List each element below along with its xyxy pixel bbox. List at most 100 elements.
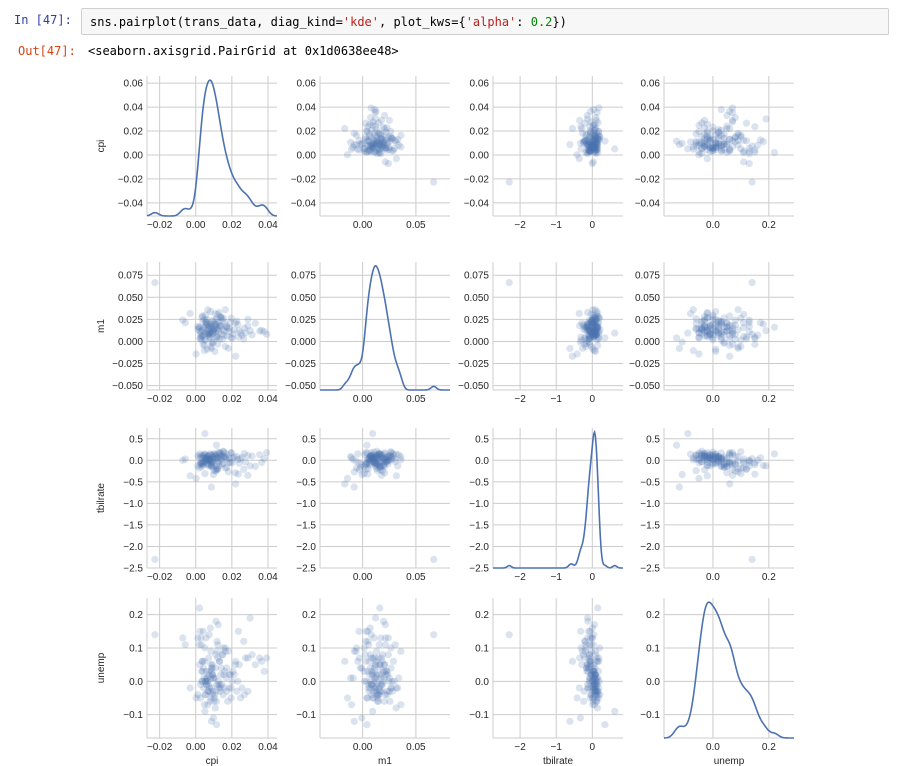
scatter-point [581,119,589,127]
scatter-point [573,350,581,358]
scatter-point [217,684,225,692]
scatter-point [211,328,220,336]
scatter-point [186,309,194,318]
scatter-point [362,127,371,135]
scatter-point [720,460,728,468]
scatter-point [368,454,376,462]
scatter-point [700,451,709,460]
scatter-point [392,155,400,163]
scatter-point [376,687,384,695]
scatter-point [367,448,375,457]
scatter-point [210,674,218,682]
scatter-point [380,139,388,147]
scatter-point [592,330,600,339]
scatter-point [578,319,586,327]
scatter-point [582,342,590,351]
scatter-point [706,454,714,462]
scatter-point [362,657,370,665]
scatter-point [370,458,379,467]
scatter-point [217,455,225,464]
scatter-point [360,145,368,153]
scatter-point [395,141,403,149]
scatter-point [219,651,227,659]
scatter-point [214,340,222,348]
scatter-point [203,681,211,689]
scatter-point [731,316,739,324]
scatter-point [742,119,751,127]
scatter-point [199,657,207,665]
scatter-point [388,687,397,695]
scatter-point [355,654,363,662]
scatter-point [202,455,210,464]
scatter-point [587,647,596,655]
scatter-point [591,134,600,143]
scatter-point [584,667,592,675]
scatter-point [595,644,604,652]
scatter-point [594,132,603,140]
scatter-point [381,136,389,144]
scatter-point [698,458,706,466]
scatter-point [723,319,731,327]
scatter-point [201,677,210,685]
scatter-point [505,278,513,287]
scatter-point [587,141,596,149]
y-tick-label: 0.075 [464,271,489,282]
scatter-point [717,320,725,328]
scatter-point [381,144,389,152]
scatter-point [387,127,395,135]
scatter-point [389,451,398,459]
y-tick-label: 0.075 [635,271,660,282]
scatter-point [220,327,228,335]
scatter-point [592,114,600,122]
scatter-point [712,450,720,458]
scatter-point [383,146,391,154]
scatter-point [593,336,601,344]
scatter-point [588,677,596,685]
scatter-point [199,664,208,672]
scatter-point [714,326,723,334]
scatter-point [714,452,723,461]
scatter-point [703,155,711,163]
scatter-point [731,335,739,343]
y-tick-label: −0.050 [112,381,143,392]
scatter-point [587,135,595,143]
scatter-point [371,654,379,662]
scatter-point [375,691,383,699]
scatter-point [717,333,725,341]
scatter-point [591,327,599,335]
scatter-point [202,457,210,465]
scatter-point [204,451,212,460]
scatter-point [377,462,385,470]
scatter-point [372,671,380,679]
scatter-point [591,313,599,321]
scatter-point [700,450,709,458]
scatter-point [214,621,222,629]
scatter-point [594,657,602,665]
scatter-point [734,344,742,352]
scatter-point [692,451,700,460]
scatter-point [378,138,387,146]
scatter-point [577,123,585,131]
scatter-point [372,462,380,470]
y-tick-label: −1.0 [296,499,316,510]
scatter-point [201,311,210,319]
scatter-point [590,332,598,340]
scatter-point [369,687,378,695]
scatter-point [363,148,371,156]
code-cell[interactable]: sns.pairplot(trans_data, diag_kind='kde'… [81,8,889,35]
scatter-point [587,317,595,326]
scatter-point [586,657,595,665]
scatter-point [365,147,373,155]
scatter-point [759,137,767,146]
scatter-point [594,142,602,150]
scatter-point [196,334,205,342]
y-tick-label: −0.02 [635,174,661,185]
scatter-point [214,319,222,327]
scatter-point [712,327,720,335]
scatter-point [581,136,589,144]
scatter-point [201,450,209,458]
scatter-point [585,674,594,682]
scatter-point [215,684,223,692]
scatter-point [383,687,391,695]
